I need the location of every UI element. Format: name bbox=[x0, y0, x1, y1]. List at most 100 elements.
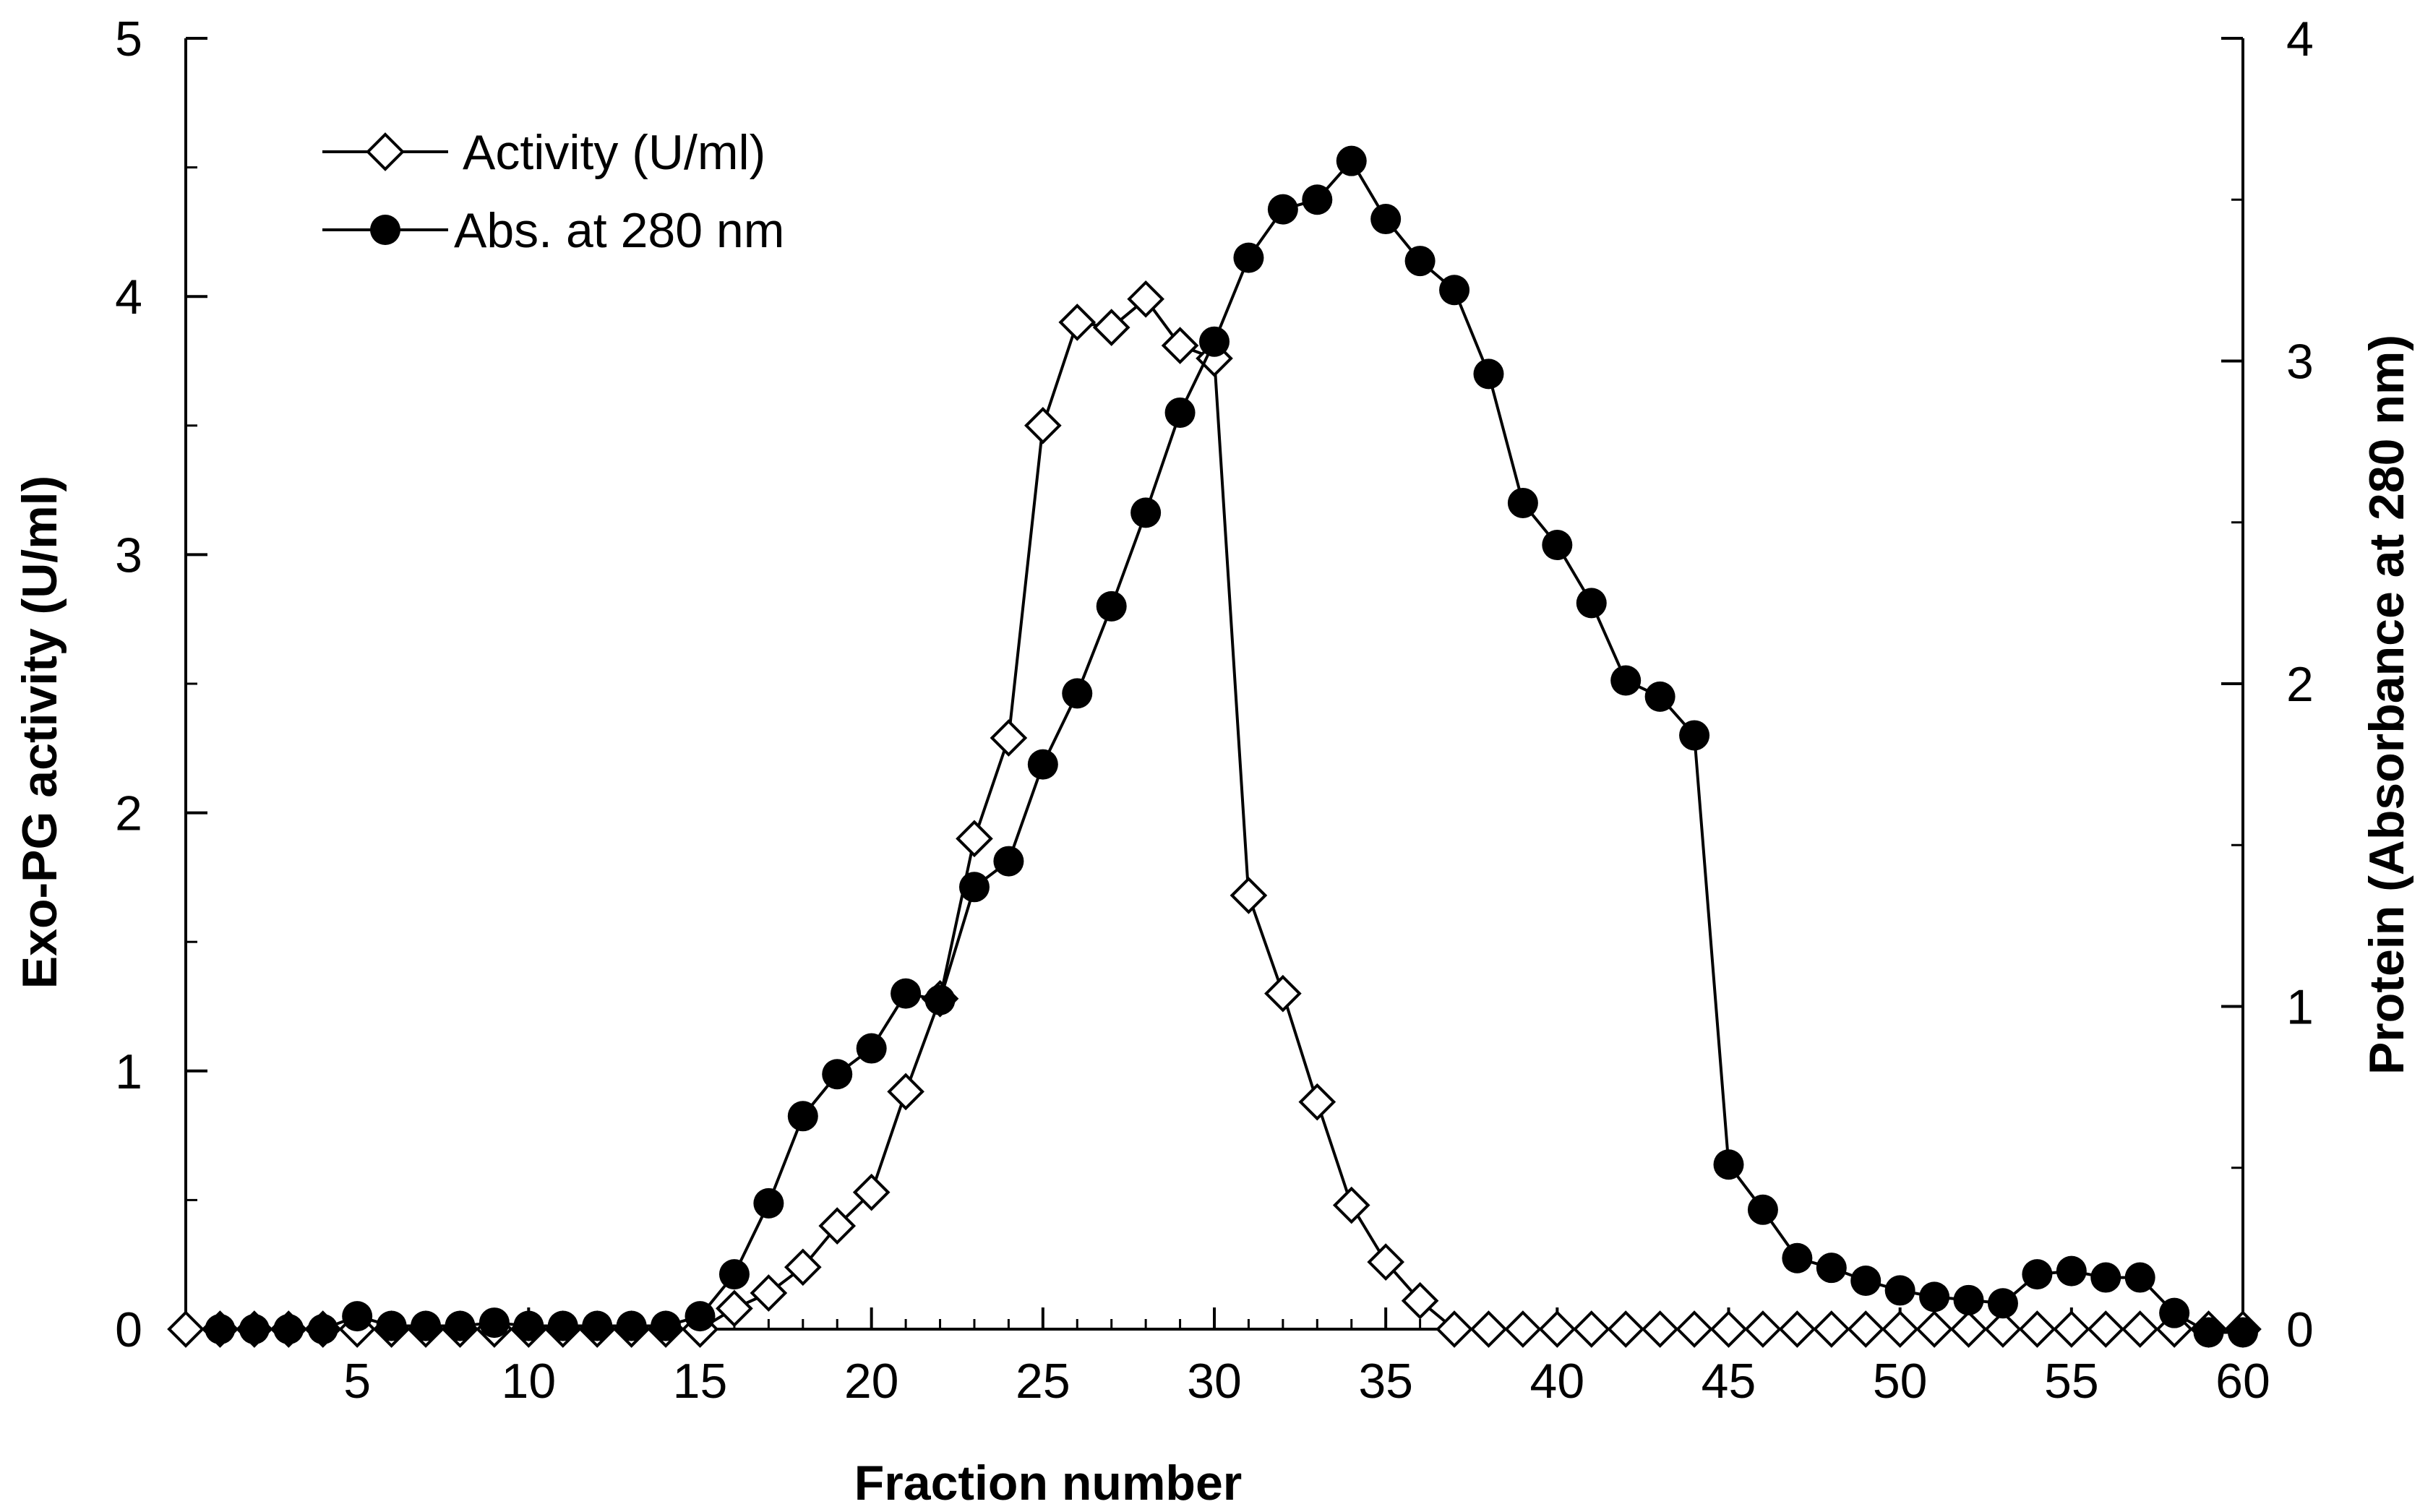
abs-point bbox=[1404, 246, 1436, 277]
abs-point bbox=[685, 1301, 716, 1332]
abs-point bbox=[1130, 497, 1162, 528]
abs-point bbox=[1850, 1266, 1881, 1297]
abs-point bbox=[307, 1314, 338, 1344]
abs-point bbox=[718, 1259, 750, 1290]
activity-point bbox=[1298, 1083, 1336, 1121]
activity-point bbox=[1332, 1186, 1370, 1224]
activity-point bbox=[852, 1173, 891, 1211]
abs-point bbox=[547, 1310, 578, 1341]
abs-point bbox=[1267, 194, 1298, 225]
y-left-tick-label: 0 bbox=[115, 1302, 142, 1357]
abs-point bbox=[1644, 681, 1675, 712]
y-left-axis-title: Exo-PG activity (U/ml) bbox=[12, 476, 67, 989]
activity-point bbox=[784, 1248, 822, 1287]
abs-point bbox=[1919, 1281, 1950, 1313]
x-tick-label: 55 bbox=[2044, 1354, 2099, 1409]
x-tick-label: 50 bbox=[1873, 1354, 1928, 1409]
abs-point bbox=[2090, 1262, 2121, 1293]
x-tick-label: 60 bbox=[2215, 1354, 2270, 1409]
abs-point bbox=[1884, 1275, 1915, 1306]
activity-point bbox=[1058, 304, 1097, 341]
activity-point bbox=[2121, 1310, 2159, 1348]
activity-point bbox=[1230, 877, 1268, 914]
activity-point bbox=[1161, 327, 1199, 364]
activity-point bbox=[818, 1207, 857, 1245]
activity-point bbox=[1812, 1310, 1850, 1348]
activity-point bbox=[1436, 1310, 1473, 1348]
abs-point bbox=[1679, 720, 1710, 751]
abs-point bbox=[2056, 1255, 2087, 1287]
activity-point bbox=[1469, 1310, 1508, 1348]
abs-point bbox=[1199, 326, 1230, 357]
activity-point bbox=[1367, 1243, 1404, 1281]
y-left-tick-label: 3 bbox=[115, 528, 142, 583]
abs-point bbox=[787, 1101, 818, 1132]
abs-point bbox=[1782, 1242, 1813, 1273]
abs-point bbox=[958, 872, 990, 903]
legend-abs-marker bbox=[370, 215, 400, 245]
activity-point bbox=[716, 1289, 753, 1328]
activity-point bbox=[2018, 1310, 2056, 1348]
abs-point bbox=[1164, 397, 1196, 428]
abs-point bbox=[2124, 1262, 2155, 1293]
x-tick-label: 35 bbox=[1358, 1354, 1413, 1409]
abs-point bbox=[1027, 749, 1058, 780]
abs-point bbox=[753, 1187, 784, 1219]
activity-point bbox=[1607, 1310, 1645, 1348]
abs-point bbox=[651, 1310, 682, 1341]
activity-point bbox=[887, 1073, 924, 1111]
abs-point bbox=[1576, 588, 1607, 619]
abs-point bbox=[1336, 145, 1367, 176]
abs-point bbox=[1953, 1284, 1984, 1315]
activity-point bbox=[956, 820, 993, 858]
abs-point bbox=[1507, 487, 1538, 518]
abs-point bbox=[1747, 1194, 1778, 1225]
abs-point bbox=[2022, 1259, 2053, 1290]
legend-abs-label: Abs. at 280 nm bbox=[454, 203, 784, 258]
abs-point bbox=[616, 1310, 647, 1341]
abs-point bbox=[1370, 204, 1402, 235]
abs-point bbox=[273, 1314, 304, 1344]
abs-point bbox=[1062, 678, 1093, 709]
abs-point bbox=[513, 1310, 544, 1341]
abs-point bbox=[479, 1307, 510, 1339]
y-left-tick-label: 1 bbox=[115, 1044, 142, 1099]
series bbox=[167, 145, 2262, 1348]
y-left-tick-label: 5 bbox=[115, 12, 142, 66]
abs-point bbox=[376, 1310, 407, 1341]
y-left-tick-label: 2 bbox=[115, 786, 142, 841]
abs-point bbox=[1096, 590, 1127, 622]
abs-point bbox=[1816, 1253, 1847, 1284]
activity-point bbox=[1744, 1310, 1782, 1348]
abs-point bbox=[1473, 358, 1504, 390]
activity-point bbox=[1538, 1310, 1576, 1348]
abs-point bbox=[239, 1314, 270, 1344]
y-right-tick-label: 2 bbox=[2286, 657, 2314, 712]
x-tick-label: 10 bbox=[502, 1354, 557, 1409]
activity-point bbox=[1504, 1310, 1542, 1348]
activity-point bbox=[1881, 1310, 1919, 1348]
activity-point bbox=[1401, 1281, 1439, 1320]
abs-point bbox=[342, 1301, 373, 1332]
activity-point bbox=[1847, 1310, 1885, 1348]
y-right-axis-title: Protein (Absorbance at 280 nm) bbox=[2359, 335, 2414, 1075]
activity-point bbox=[1127, 280, 1164, 318]
y-right-tick-label: 1 bbox=[2286, 980, 2314, 1035]
activity-point bbox=[1092, 309, 1130, 346]
x-tick-label: 5 bbox=[343, 1354, 371, 1409]
y-right-tick-label: 0 bbox=[2286, 1302, 2314, 1357]
abs-point bbox=[856, 1033, 887, 1064]
legend-activity-marker bbox=[366, 132, 405, 171]
y-right-tick-label: 3 bbox=[2286, 335, 2314, 390]
abs-point bbox=[993, 846, 1024, 877]
x-tick-label: 25 bbox=[1016, 1354, 1070, 1409]
abs-point bbox=[822, 1059, 853, 1090]
activity-point bbox=[167, 1310, 205, 1348]
x-tick-label: 45 bbox=[1702, 1354, 1756, 1409]
activity-point bbox=[2053, 1310, 2090, 1348]
abs-point bbox=[205, 1314, 236, 1344]
activity-point bbox=[1264, 974, 1302, 1013]
